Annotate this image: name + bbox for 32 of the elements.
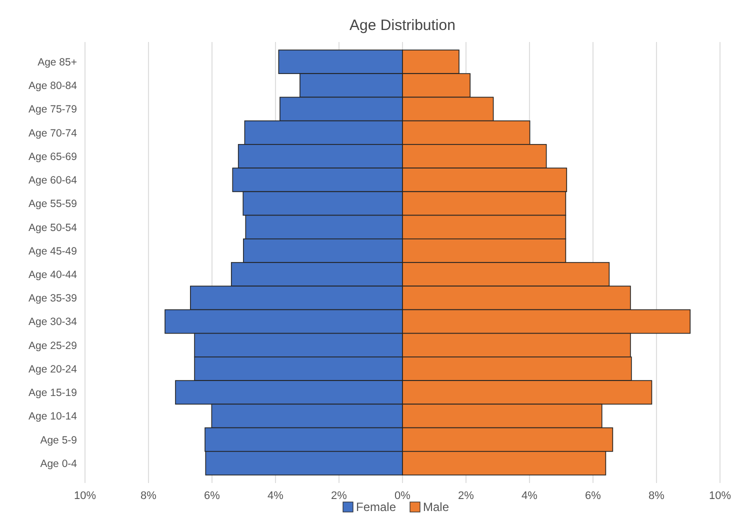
x-tick-label: 6% [204,490,220,502]
legend-label: Female [356,500,396,514]
chart-title: Age Distribution [350,17,456,34]
y-tick-label: Age 5-9 [40,434,78,446]
x-tick-label: 10% [74,490,96,502]
x-tick-label: 0% [394,490,411,502]
x-tick-label: 8% [648,490,665,502]
x-tick-label: 2% [458,490,474,502]
y-tick-label: Age 20-24 [28,363,78,376]
y-tick-label: Age 60-64 [28,174,78,187]
y-tick-label: Age 10-14 [28,410,78,423]
y-tick-label: Age 75-79 [28,104,78,116]
y-tick-label: Age 0-4 [40,458,78,470]
legend-label: Male [423,500,450,514]
x-tick-label: 6% [585,490,602,502]
y-tick-label: Age 70-74 [28,127,78,140]
x-tick-label: 4% [268,490,284,502]
y-tick-label: Age 25-29 [28,340,78,352]
x-tick-label: 4% [522,490,538,502]
y-tick-label: Age 50-54 [28,222,78,234]
y-tick-label: Age 30-34 [28,316,78,328]
x-tick-label: 2% [331,490,348,502]
x-tick-label: 8% [140,490,157,502]
y-tick-label: Age 35-39 [28,292,78,305]
y-tick-label: Age 80-84 [28,80,78,92]
x-tick-label: 10% [708,490,732,502]
y-tick-label: Age 85+ [38,56,77,68]
y-tick-label: Age 45-49 [28,245,78,258]
y-tick-label: Age 55-59 [28,198,78,210]
y-tick-label: Age 65-69 [28,150,78,163]
y-tick-label: Age 15-19 [28,387,78,400]
y-tick-label: Age 40-44 [28,268,78,281]
